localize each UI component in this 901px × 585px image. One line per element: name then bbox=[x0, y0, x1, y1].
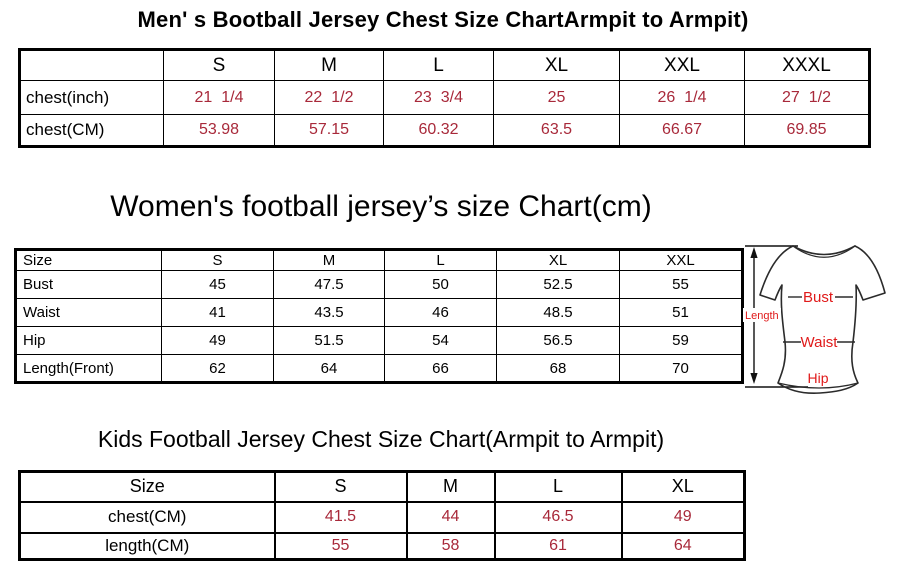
table-row: chest(CM) 53.98 57.15 60.32 63.5 66.67 6… bbox=[19, 114, 870, 147]
cell-value: 49 bbox=[161, 326, 274, 355]
mens-chart-title: Men' s Bootball Jersey Chest Size ChartA… bbox=[137, 7, 749, 32]
column-header: S bbox=[161, 249, 274, 271]
womens-size-table: Size S M L XL XXL Bust 45 47.5 50 52.5 5… bbox=[14, 248, 744, 384]
cell-value: 23 3/4 bbox=[383, 80, 494, 115]
table-row: Waist 41 43.5 46 48.5 51 bbox=[15, 298, 743, 327]
table-row: Hip 49 51.5 54 56.5 59 bbox=[15, 326, 743, 355]
column-header: S bbox=[273, 470, 408, 503]
column-header: Size bbox=[18, 470, 276, 503]
cell-value: 55 bbox=[619, 270, 743, 299]
mens-size-table: S M L XL XXL XXXL chest(inch) 21 1/4 22 … bbox=[18, 48, 871, 148]
cell-value: 45 bbox=[161, 270, 274, 299]
column-header: XL bbox=[620, 470, 746, 503]
row-label: Hip bbox=[15, 326, 162, 355]
cell-value: 68 bbox=[496, 354, 620, 383]
column-header: M bbox=[273, 249, 385, 271]
womens-header-row: Size S M L XL XXL bbox=[15, 249, 743, 271]
column-header: M bbox=[274, 49, 384, 81]
tshirt-measurement-diagram: Length Bust Waist Hip bbox=[743, 245, 886, 395]
collar-inner bbox=[794, 246, 854, 258]
cell-value: 56.5 bbox=[496, 326, 620, 355]
kids-size-table: Size S M L XL chest(CM) 41.5 44 46.5 49 … bbox=[18, 470, 746, 561]
hem-curve bbox=[777, 382, 859, 389]
cell-value: 46.5 bbox=[493, 500, 623, 534]
cell-value: 25 bbox=[493, 80, 620, 115]
row-label: Bust bbox=[15, 270, 162, 299]
bust-label: Bust bbox=[803, 289, 834, 306]
cell-value: 70 bbox=[619, 354, 743, 383]
table-row: Bust 45 47.5 50 52.5 55 bbox=[15, 270, 743, 299]
cell-value: 22 1/2 bbox=[274, 80, 384, 115]
kids-header-row: Size S M L XL bbox=[18, 470, 746, 503]
length-label: Length bbox=[745, 310, 779, 322]
cell-value: 55 bbox=[273, 531, 408, 561]
column-header: XXL bbox=[619, 49, 745, 81]
table-row: chest(CM) 41.5 44 46.5 49 bbox=[18, 500, 746, 534]
cell-value: 44 bbox=[405, 500, 496, 534]
tshirt-outline bbox=[759, 245, 886, 395]
cell-value: 51.5 bbox=[273, 326, 385, 355]
cell-value: 57.15 bbox=[274, 114, 384, 147]
table-row: Length(Front) 62 64 66 68 70 bbox=[15, 354, 743, 383]
length-label-backdrop bbox=[743, 308, 781, 322]
cell-value: 27 1/2 bbox=[744, 80, 870, 115]
column-header: L bbox=[384, 249, 497, 271]
column-header: XL bbox=[496, 249, 620, 271]
column-header: XXL bbox=[619, 249, 743, 271]
column-header: XL bbox=[493, 49, 620, 81]
cell-value: 62 bbox=[161, 354, 274, 383]
cell-value: 63.5 bbox=[493, 114, 620, 147]
cell-value: 61 bbox=[493, 531, 623, 561]
hip-label: Hip bbox=[807, 370, 828, 386]
row-label: chest(CM) bbox=[18, 500, 276, 534]
row-label: chest(inch) bbox=[19, 80, 164, 115]
arrow-up-icon bbox=[750, 247, 758, 258]
corner-cell bbox=[19, 49, 164, 81]
column-header: M bbox=[405, 470, 496, 503]
mens-header-row: S M L XL XXL XXXL bbox=[19, 49, 870, 81]
arrow-down-icon bbox=[750, 373, 758, 384]
cell-value: 49 bbox=[620, 500, 746, 534]
cell-value: 41 bbox=[161, 298, 274, 327]
waist-label: Waist bbox=[801, 334, 839, 351]
row-label: Waist bbox=[15, 298, 162, 327]
cell-value: 58 bbox=[405, 531, 496, 561]
cell-value: 54 bbox=[384, 326, 497, 355]
cell-value: 69.85 bbox=[744, 114, 870, 147]
cell-value: 41.5 bbox=[273, 500, 408, 534]
row-label: chest(CM) bbox=[19, 114, 164, 147]
womens-chart-title: Women's football jersey’s size Chart(cm) bbox=[110, 190, 652, 223]
column-header: L bbox=[493, 470, 623, 503]
cell-value: 48.5 bbox=[496, 298, 620, 327]
collar-outer bbox=[792, 245, 856, 256]
cell-value: 51 bbox=[619, 298, 743, 327]
cell-value: 46 bbox=[384, 298, 497, 327]
cell-value: 66 bbox=[384, 354, 497, 383]
column-header: XXXL bbox=[744, 49, 870, 81]
cell-value: 47.5 bbox=[273, 270, 385, 299]
cell-value: 26 1/4 bbox=[619, 80, 745, 115]
column-header: S bbox=[163, 49, 275, 81]
cell-value: 64 bbox=[273, 354, 385, 383]
cell-value: 60.32 bbox=[383, 114, 494, 147]
cell-value: 50 bbox=[384, 270, 497, 299]
cell-value: 64 bbox=[620, 531, 746, 561]
row-label: length(CM) bbox=[18, 531, 276, 561]
cell-value: 59 bbox=[619, 326, 743, 355]
table-row: chest(inch) 21 1/4 22 1/2 23 3/4 25 26 1… bbox=[19, 80, 870, 115]
row-label: Length(Front) bbox=[15, 354, 162, 383]
cell-value: 53.98 bbox=[163, 114, 275, 147]
cell-value: 52.5 bbox=[496, 270, 620, 299]
column-header: L bbox=[383, 49, 494, 81]
column-header: Size bbox=[15, 249, 162, 271]
table-row: length(CM) 55 58 61 64 bbox=[18, 531, 746, 561]
cell-value: 66.67 bbox=[619, 114, 745, 147]
cell-value: 43.5 bbox=[273, 298, 385, 327]
kids-chart-title: Kids Football Jersey Chest Size Chart(Ar… bbox=[97, 426, 665, 452]
cell-value: 21 1/4 bbox=[163, 80, 275, 115]
